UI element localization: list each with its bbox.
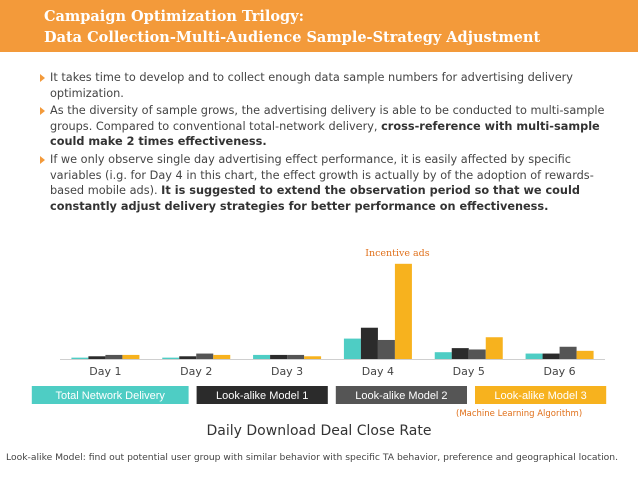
bullet-item: As the diversity of sample grows, the ad… bbox=[40, 103, 625, 150]
bar bbox=[451, 348, 469, 359]
bar bbox=[179, 356, 197, 359]
x-tick-label: Day 5 bbox=[453, 365, 485, 378]
bullet-list: It takes time to develop and to collect … bbox=[40, 70, 625, 216]
bullet-item: If we only observe single day advertisin… bbox=[40, 152, 625, 214]
footnote: Look-alike Model: find out potential use… bbox=[6, 452, 619, 463]
legend-label: Look-alike Model 3 bbox=[494, 390, 586, 402]
bar bbox=[270, 354, 288, 359]
legend-label: Look-alike Model 1 bbox=[216, 390, 308, 402]
legend-label: Look-alike Model 2 bbox=[355, 390, 447, 402]
x-tick-label: Day 3 bbox=[271, 365, 303, 378]
bullet-text: It takes time to develop and to collect … bbox=[50, 71, 573, 100]
bar bbox=[394, 263, 412, 359]
bar bbox=[377, 339, 395, 359]
page-title: Campaign Optimization Trilogy: Data Coll… bbox=[44, 6, 540, 48]
bar-chart: Day 1 Day 2 Day 3 Day 4 Day 5 Day 6 Incentive … bbox=[31, 248, 607, 404]
bullet-text: If we only observe single day advertisin… bbox=[50, 152, 594, 198]
bar bbox=[162, 357, 180, 359]
bar bbox=[576, 350, 594, 359]
bar bbox=[434, 352, 452, 359]
title-line-2: Data Collection-Multi-Audience Sample-St… bbox=[44, 29, 541, 46]
bar bbox=[559, 346, 577, 359]
legend-swatch bbox=[196, 386, 328, 404]
title-line-1: Campaign Optimization Trilogy: bbox=[44, 8, 304, 25]
bar bbox=[304, 356, 322, 359]
title-banner: Campaign Optimization Trilogy: Data Coll… bbox=[0, 0, 638, 52]
x-tick-label: Day 1 bbox=[89, 365, 121, 378]
bar bbox=[196, 353, 214, 359]
bar bbox=[485, 337, 503, 359]
bullet-item: It takes time to develop and to collect … bbox=[40, 70, 625, 101]
x-tick-label: Day 6 bbox=[543, 365, 575, 378]
bar bbox=[468, 349, 486, 359]
bar bbox=[105, 354, 123, 359]
bullet-bold-text: It is suggested to extend the observatio… bbox=[50, 184, 580, 213]
legend-swatch bbox=[31, 386, 189, 404]
x-tick-label: Day 2 bbox=[180, 365, 212, 378]
bar bbox=[71, 357, 89, 359]
bar bbox=[343, 338, 361, 359]
bullet-bold-text: cross-reference with multi-sample could … bbox=[50, 119, 600, 149]
legend-label: Total Network Delivery bbox=[55, 390, 165, 402]
bar bbox=[122, 354, 140, 359]
bar bbox=[525, 353, 543, 359]
bullet-text: As the diversity of sample grows, the ad… bbox=[50, 104, 605, 133]
bar bbox=[88, 356, 106, 359]
chart-title: Daily Download Deal Close Rate bbox=[206, 423, 432, 439]
bar bbox=[360, 327, 378, 359]
x-tick-label: Day 4 bbox=[362, 365, 394, 378]
legend-swatch bbox=[335, 386, 467, 404]
annotation-label: Incentive ads bbox=[365, 248, 430, 259]
bar bbox=[253, 354, 271, 359]
legend-note: (Machine Learning Algorithm) bbox=[456, 409, 583, 419]
bar bbox=[542, 353, 560, 359]
bar bbox=[287, 354, 305, 359]
bar bbox=[213, 354, 231, 359]
legend-swatch bbox=[475, 386, 607, 404]
